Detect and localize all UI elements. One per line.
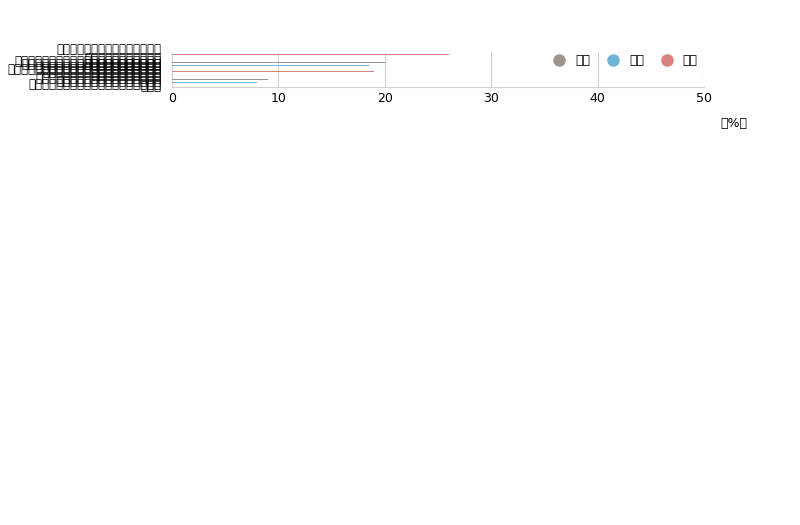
Legend: 全体, 男性, 女性: 全体, 男性, 女性: [546, 54, 698, 67]
Text: （%）: （%）: [720, 117, 747, 130]
